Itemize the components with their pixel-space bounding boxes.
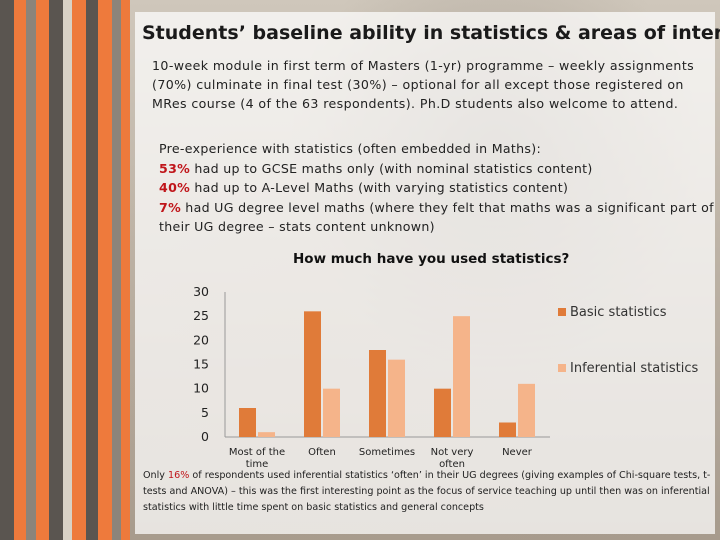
stripe [72, 0, 86, 540]
legend-swatch [558, 364, 566, 372]
percentage: 53% [159, 160, 191, 176]
stripe [0, 0, 14, 540]
slide-title: Students’ baseline ability in statistics… [142, 22, 720, 44]
stripe [98, 0, 112, 540]
content-panel [135, 12, 715, 534]
bar-inferential [518, 383, 535, 437]
stripe [49, 0, 63, 540]
bar-chart: 0 5 10 15 20 25 30 Most of the time Often Sometime… [193, 284, 550, 470]
pre-experience-item: 7% had UG degree level maths (where they… [159, 198, 714, 237]
stripe [86, 0, 98, 540]
item-text: had up to A-Level Maths (with varying st… [190, 180, 569, 195]
pre-experience-block: Pre-experience with statistics (often em… [159, 139, 714, 237]
y-tick-label: 5 [201, 405, 209, 420]
y-tick-label: 30 [193, 284, 209, 299]
y-tick-label: 20 [193, 332, 209, 347]
chart-legend: Basic statistics Inferential statistics [558, 302, 708, 414]
stripe [112, 0, 121, 540]
legend-label: Basic statistics [570, 305, 667, 320]
stripe [36, 0, 49, 540]
bar-basic [239, 408, 256, 437]
percentage: 40% [159, 180, 191, 195]
footer-text: Only [143, 470, 169, 481]
bar-basic [304, 311, 321, 437]
footer-note: Only 16% of respondents used inferential… [143, 468, 715, 516]
legend-item-basic: Basic statistics [558, 302, 708, 324]
y-tick-label: 25 [193, 308, 209, 323]
percentage: 7% [159, 199, 181, 215]
y-tick-label: 10 [193, 381, 209, 396]
y-tick-label: 0 [201, 429, 209, 444]
bar-inferential [323, 388, 340, 437]
x-tick-label: Never [502, 447, 533, 458]
bar-basic [369, 350, 386, 437]
decorative-stripes [0, 0, 130, 540]
item-text: had UG degree level maths (where they fe… [159, 199, 714, 235]
legend-item-inferential: Inferential statistics [558, 358, 708, 380]
stripe [14, 0, 26, 540]
bar-inferential [388, 359, 405, 437]
y-tick-label: 15 [193, 357, 209, 372]
bar-inferential [453, 316, 470, 437]
stripe [26, 0, 36, 540]
item-text: had up to GCSE maths only (with nominal … [190, 160, 593, 176]
x-tick-label: Often [308, 447, 336, 458]
x-tick-label: Not very often [431, 447, 474, 470]
pre-experience-item: 40% had up to A-Level Maths (with varyin… [159, 178, 714, 198]
pre-experience-heading: Pre-experience with statistics (often em… [159, 141, 542, 156]
bar-basic [434, 388, 451, 437]
x-tick-label: Most of the time [229, 447, 285, 470]
intro-text: 10-week module in first term of Masters … [152, 58, 695, 111]
footer-percentage: 16% [168, 470, 190, 481]
stripe [63, 0, 72, 540]
pre-experience-item: 53% had up to GCSE maths only (with nomi… [159, 159, 714, 179]
bar-basic [499, 422, 516, 437]
stripe [121, 0, 130, 540]
x-tick-label: Sometimes [359, 447, 415, 458]
legend-swatch [558, 308, 566, 316]
bar-inferential [258, 432, 275, 437]
legend-label: Inferential statistics [570, 361, 699, 376]
footer-text: of respondents used inferential statisti… [143, 470, 711, 513]
chart-title: How much have you used statistics? [293, 251, 570, 267]
